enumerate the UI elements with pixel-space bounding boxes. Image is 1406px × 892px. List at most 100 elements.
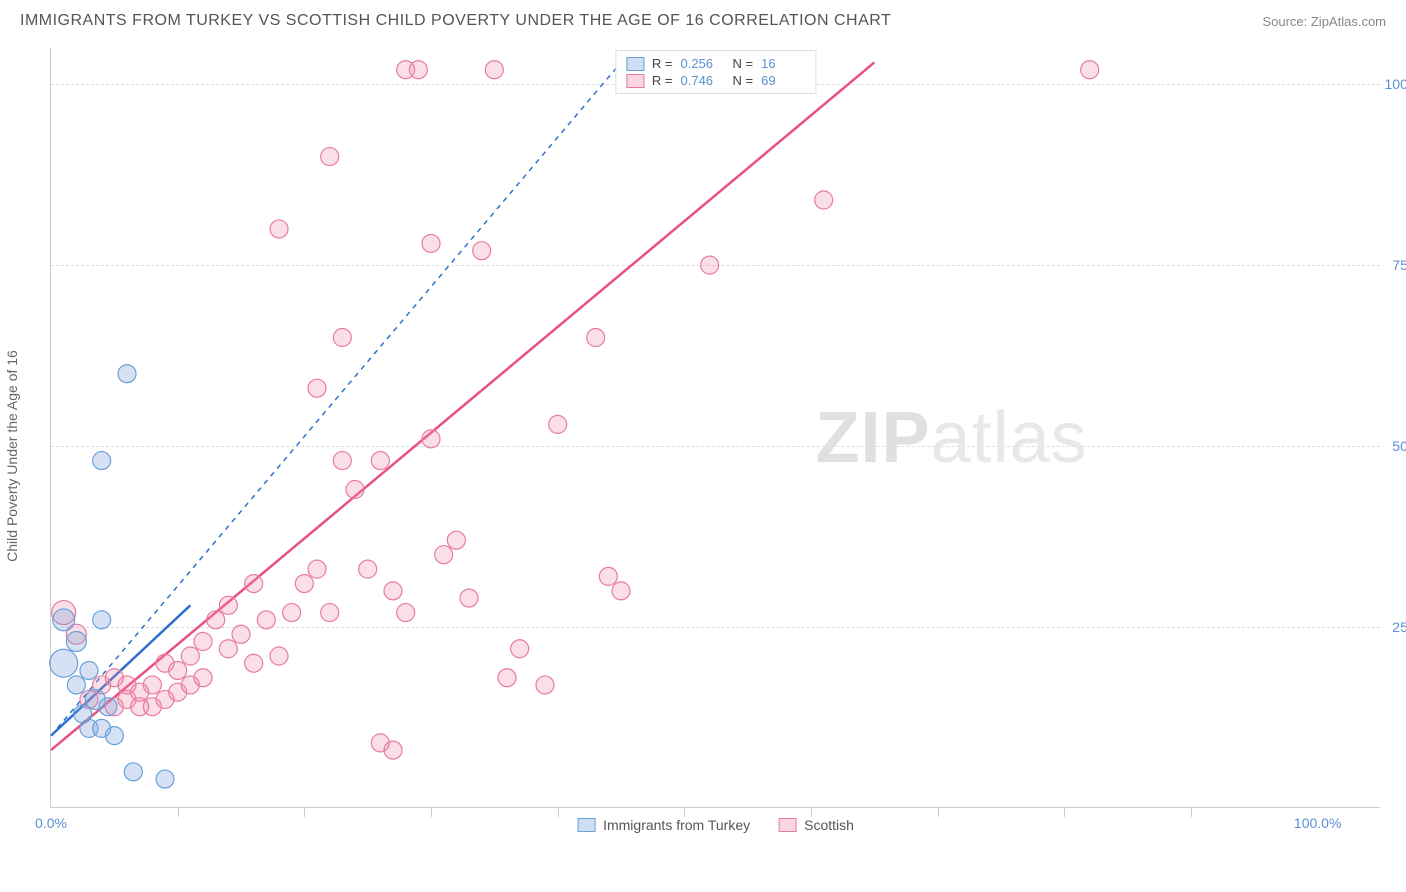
n-value-scottish: 69 bbox=[761, 73, 805, 88]
y-axis-label: Child Poverty Under the Age of 16 bbox=[4, 350, 20, 562]
chart-title: IMMIGRANTS FROM TURKEY VS SCOTTISH CHILD… bbox=[20, 12, 891, 30]
data-point-scottish bbox=[257, 611, 275, 629]
legend-series: Immigrants from Turkey Scottish bbox=[577, 817, 854, 833]
data-point-scottish bbox=[397, 604, 415, 622]
data-point-scottish bbox=[295, 575, 313, 593]
data-point-turkey bbox=[156, 770, 174, 788]
legend-label-scottish: Scottish bbox=[804, 817, 854, 833]
data-point-scottish bbox=[308, 560, 326, 578]
data-point-scottish bbox=[447, 531, 465, 549]
legend-swatch-scottish bbox=[778, 818, 796, 832]
data-point-scottish bbox=[409, 61, 427, 79]
data-point-scottish bbox=[219, 640, 237, 658]
data-point-scottish bbox=[371, 452, 389, 470]
data-point-scottish bbox=[460, 589, 478, 607]
data-point-scottish bbox=[599, 567, 617, 585]
data-point-turkey bbox=[66, 632, 86, 652]
y-tick-label: 25.0% bbox=[1382, 619, 1406, 635]
data-point-scottish bbox=[283, 604, 301, 622]
chart-source: Source: ZipAtlas.com bbox=[1262, 14, 1386, 29]
data-point-scottish bbox=[815, 191, 833, 209]
data-point-scottish bbox=[181, 647, 199, 665]
regression-line-scottish bbox=[51, 62, 874, 750]
data-point-scottish bbox=[384, 741, 402, 759]
data-point-scottish bbox=[321, 148, 339, 166]
legend-label-turkey: Immigrants from Turkey bbox=[603, 817, 750, 833]
data-point-scottish bbox=[333, 452, 351, 470]
data-point-scottish bbox=[270, 220, 288, 238]
data-point-turkey bbox=[105, 727, 123, 745]
data-point-scottish bbox=[219, 596, 237, 614]
r-value-turkey: 0.256 bbox=[681, 56, 725, 71]
data-point-scottish bbox=[207, 611, 225, 629]
legend-stats: R = 0.256 N = 16 R = 0.746 N = 69 bbox=[615, 50, 816, 94]
data-point-scottish bbox=[701, 256, 719, 274]
data-point-scottish bbox=[194, 669, 212, 687]
data-point-scottish bbox=[612, 582, 630, 600]
data-point-scottish bbox=[321, 604, 339, 622]
data-point-scottish bbox=[485, 61, 503, 79]
legend-item-scottish: Scottish bbox=[778, 817, 854, 833]
plot-svg bbox=[51, 48, 1380, 807]
n-value-turkey: 16 bbox=[761, 56, 805, 71]
x-minor-tick bbox=[1064, 807, 1065, 817]
data-point-scottish bbox=[194, 633, 212, 651]
r-label: R = bbox=[652, 73, 673, 88]
data-point-scottish bbox=[232, 625, 250, 643]
data-point-scottish bbox=[270, 647, 288, 665]
data-point-scottish bbox=[473, 242, 491, 260]
x-minor-tick bbox=[1191, 807, 1192, 817]
x-minor-tick bbox=[558, 807, 559, 817]
legend-swatch-turkey bbox=[626, 57, 644, 71]
data-point-scottish bbox=[435, 546, 453, 564]
data-point-scottish bbox=[359, 560, 377, 578]
data-point-scottish bbox=[245, 654, 263, 672]
data-point-scottish bbox=[536, 676, 554, 694]
r-value-scottish: 0.746 bbox=[681, 73, 725, 88]
data-point-turkey bbox=[99, 698, 117, 716]
x-minor-tick bbox=[684, 807, 685, 817]
r-label: R = bbox=[652, 56, 673, 71]
data-point-scottish bbox=[422, 430, 440, 448]
n-label: N = bbox=[733, 56, 754, 71]
data-point-turkey bbox=[80, 661, 98, 679]
data-point-scottish bbox=[498, 669, 516, 687]
data-point-turkey bbox=[93, 452, 111, 470]
legend-swatch-scottish bbox=[626, 74, 644, 88]
data-point-turkey bbox=[93, 611, 111, 629]
data-point-scottish bbox=[549, 415, 567, 433]
data-point-scottish bbox=[346, 481, 364, 499]
legend-item-turkey: Immigrants from Turkey bbox=[577, 817, 750, 833]
data-point-scottish bbox=[1081, 61, 1099, 79]
y-tick-label: 75.0% bbox=[1382, 257, 1406, 273]
data-point-turkey bbox=[124, 763, 142, 781]
y-tick-label: 50.0% bbox=[1382, 438, 1406, 454]
data-point-scottish bbox=[422, 234, 440, 252]
y-tick-label: 100.0% bbox=[1382, 76, 1406, 92]
x-minor-tick bbox=[811, 807, 812, 817]
data-point-turkey bbox=[53, 609, 75, 631]
data-point-scottish bbox=[384, 582, 402, 600]
data-point-scottish bbox=[308, 379, 326, 397]
data-point-turkey bbox=[118, 365, 136, 383]
x-minor-tick bbox=[431, 807, 432, 817]
data-point-scottish bbox=[587, 329, 605, 347]
x-minor-tick bbox=[938, 807, 939, 817]
data-point-turkey bbox=[67, 676, 85, 694]
legend-swatch-turkey bbox=[577, 818, 595, 832]
n-label: N = bbox=[733, 73, 754, 88]
data-point-turkey bbox=[50, 649, 78, 677]
data-point-scottish bbox=[511, 640, 529, 658]
data-point-scottish bbox=[169, 661, 187, 679]
data-point-scottish bbox=[143, 676, 161, 694]
x-tick-label: 0.0% bbox=[35, 815, 67, 831]
data-point-scottish bbox=[333, 329, 351, 347]
data-point-scottish bbox=[245, 575, 263, 593]
legend-stats-row-turkey: R = 0.256 N = 16 bbox=[626, 55, 805, 72]
chart-container: Child Poverty Under the Age of 16 ZIPatl… bbox=[0, 38, 1406, 858]
chart-header: IMMIGRANTS FROM TURKEY VS SCOTTISH CHILD… bbox=[0, 0, 1406, 38]
x-minor-tick bbox=[304, 807, 305, 817]
plot-area: ZIPatlas R = 0.256 N = 16 R = 0.746 N = … bbox=[50, 48, 1380, 808]
x-tick-label: 100.0% bbox=[1294, 815, 1341, 831]
legend-stats-row-scottish: R = 0.746 N = 69 bbox=[626, 72, 805, 89]
